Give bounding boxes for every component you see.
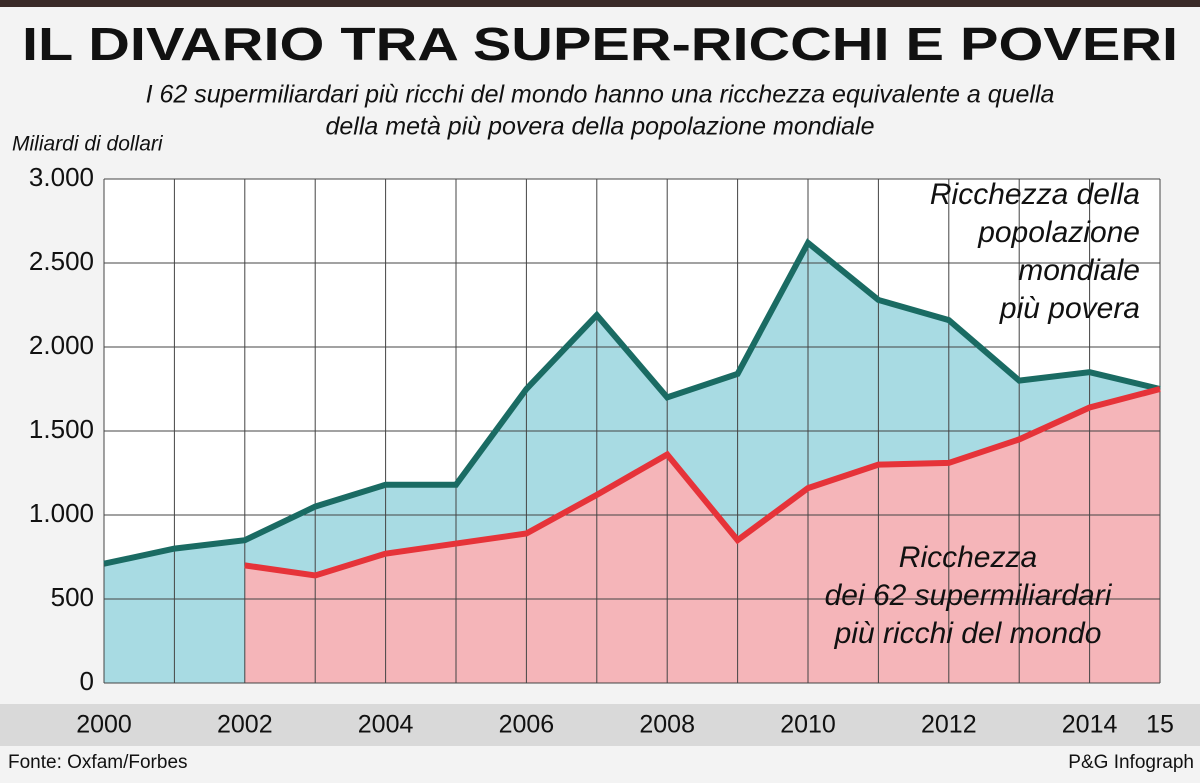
annotation: popolazione (977, 216, 1140, 249)
source: Fonte: Oxfam/Forbes (8, 752, 188, 773)
y-tick-label: 1.000 (29, 498, 94, 528)
x-tick-label: 2004 (358, 711, 414, 739)
annotation: più povera (999, 292, 1140, 325)
y-tick-label: 0 (80, 666, 94, 696)
annotation: mondiale (1018, 254, 1140, 287)
x-tick-label: 2012 (921, 711, 977, 739)
top-bar (0, 0, 1200, 7)
subtitle: I 62 supermiliardari più ricchi del mond… (146, 81, 1055, 109)
y-tick-label: 3.000 (29, 162, 94, 192)
x-tick-label: 15 (1146, 711, 1174, 739)
x-tick-label: 2000 (76, 711, 132, 739)
y-tick-label: 2.500 (29, 246, 94, 276)
x-tick-label: 2014 (1062, 711, 1118, 739)
area (244, 389, 1161, 683)
y-axis-label: Miliardi di dollari (12, 133, 164, 156)
x-tick-label: 2002 (217, 711, 273, 739)
line (103, 238, 1161, 567)
y-tick-label: 1.500 (29, 414, 94, 444)
annotation: dei 62 supermiliardari (825, 579, 1113, 612)
x-tick-label: 2008 (639, 711, 695, 739)
x-axis-band (0, 704, 1200, 746)
x-tick-label: 2006 (499, 711, 555, 739)
subtitle: della metà più povera della popolazione … (326, 113, 875, 141)
annotation: più ricchi del mondo (834, 617, 1102, 650)
credit: P&G Infograph (1068, 752, 1194, 773)
annotation: Ricchezza della (930, 178, 1140, 211)
y-tick-label: 2.000 (29, 330, 94, 360)
line (244, 386, 1161, 579)
x-tick-label: 2010 (780, 711, 836, 739)
annotation: Ricchezza (899, 541, 1037, 574)
y-tick-label: 500 (51, 582, 94, 612)
chart-title: IL DIVARIO TRA SUPER-RICCHI E POVERI (22, 18, 1178, 70)
